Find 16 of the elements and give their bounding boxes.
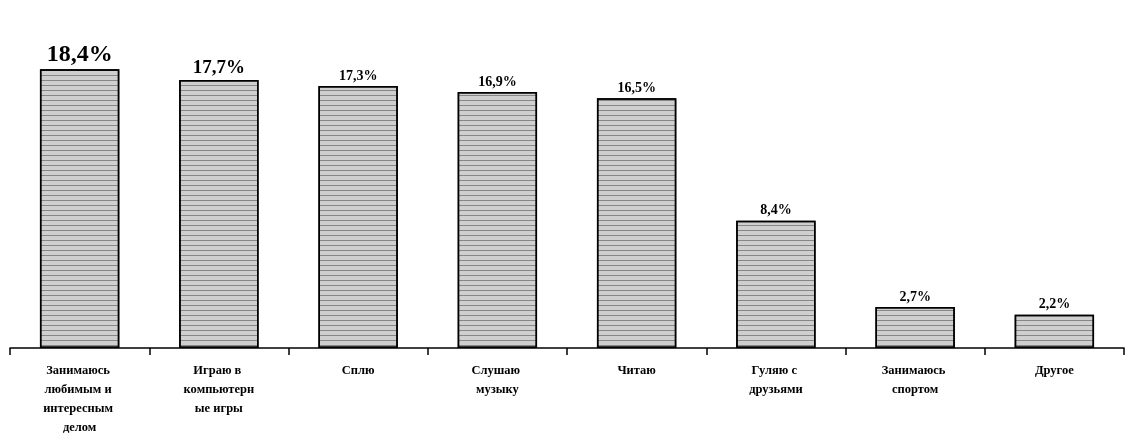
x-tick-label: Играю в компьютерные игры	[183, 362, 255, 415]
data-label: 16,9%	[478, 73, 517, 89]
x-tick-label: Гуляю с друзьями	[749, 362, 803, 396]
x-tick-label: Слушаю музыку	[471, 362, 524, 396]
data-label: 18,4%	[46, 40, 113, 67]
data-label: 8,4%	[760, 202, 792, 218]
x-tick-label: Читаю	[617, 362, 657, 377]
data-label: 17,3%	[338, 67, 378, 83]
data-label: 16,5%	[617, 79, 656, 95]
data-label: 2,2%	[1038, 296, 1071, 312]
x-tick-label: Сплю	[341, 362, 375, 377]
data-label: 2,7%	[899, 288, 931, 304]
x-tick-label: Занимаюсь любимым и интересным делом	[43, 362, 117, 434]
x-tick-label: Занимаюсь спортом	[881, 362, 949, 396]
x-tick-label: Другое	[1034, 362, 1075, 377]
data-label: 17,7%	[192, 55, 245, 77]
